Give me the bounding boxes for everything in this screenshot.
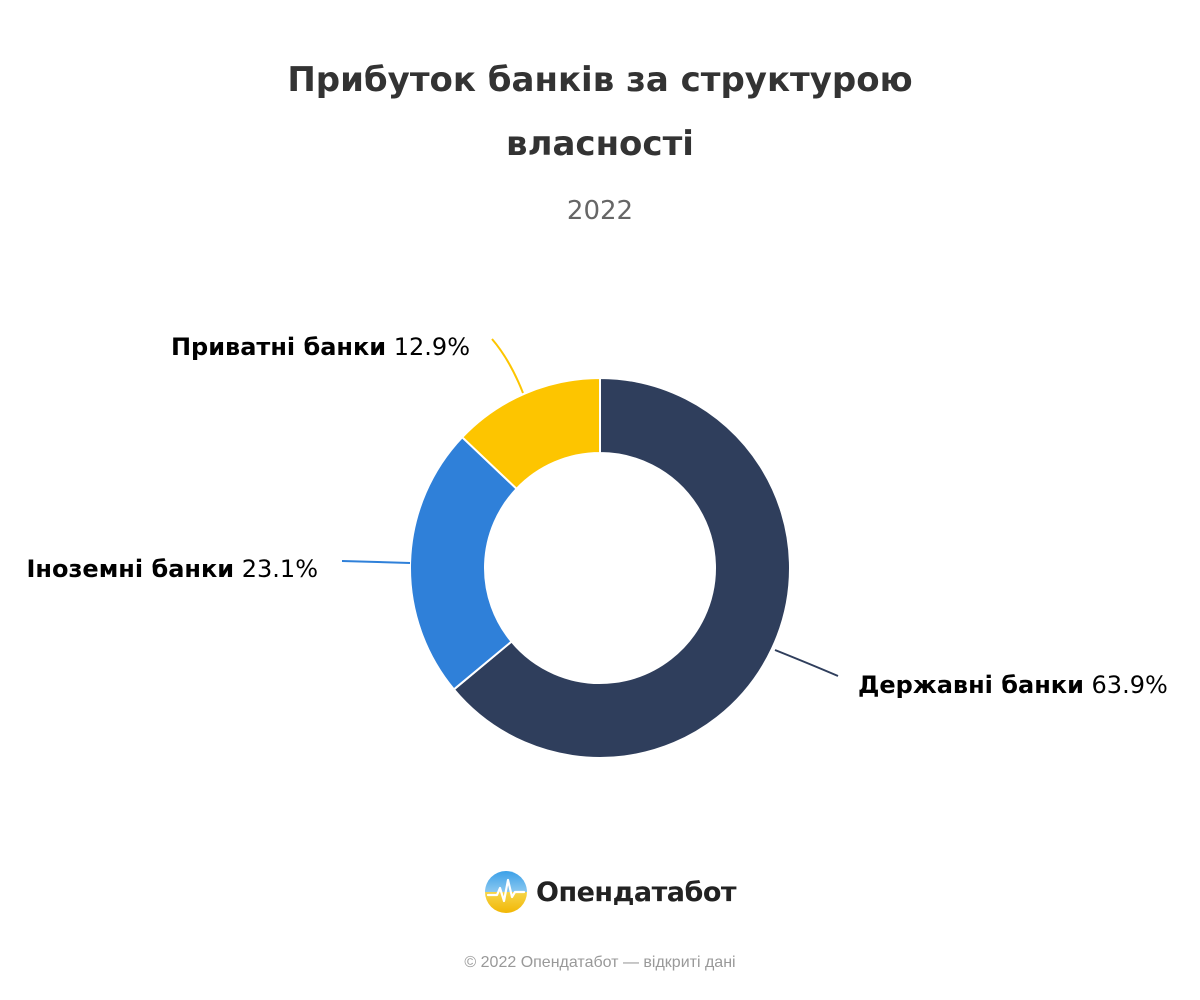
slice-label-0: Державні банки 63.9% [858,671,1168,699]
slice-0 [452,376,791,759]
opendatabot-logo: Опендатабот [484,868,737,916]
slice-name-2: Приватні банки [171,333,386,361]
slice-2 [460,376,601,491]
copyright-text: © 2022 Опендатабот — відкриті дані [464,954,736,971]
slice-connector-1 [341,560,411,564]
slice-connector-0 [774,649,839,677]
slice-value-2: 12.9% [386,333,470,361]
slice-value-0: 63.9% [1084,671,1168,699]
logo-text: Опендатабот [536,876,737,908]
slice-name-1: Іноземні банки [26,555,234,583]
slice-name-0: Державні банки [858,671,1084,699]
slice-label-2: Приватні банки 12.9% [171,333,470,361]
slice-connector-2 [491,338,524,394]
chart-title: Прибуток банків за структурою власності [287,60,913,164]
slice-label-1: Іноземні банки 23.1% [26,555,318,583]
slice-1 [409,435,519,691]
slice-value-1: 23.1% [234,555,318,583]
chart-subtitle: 2022 [566,196,634,226]
opendatabot-logo-icon [485,871,527,913]
